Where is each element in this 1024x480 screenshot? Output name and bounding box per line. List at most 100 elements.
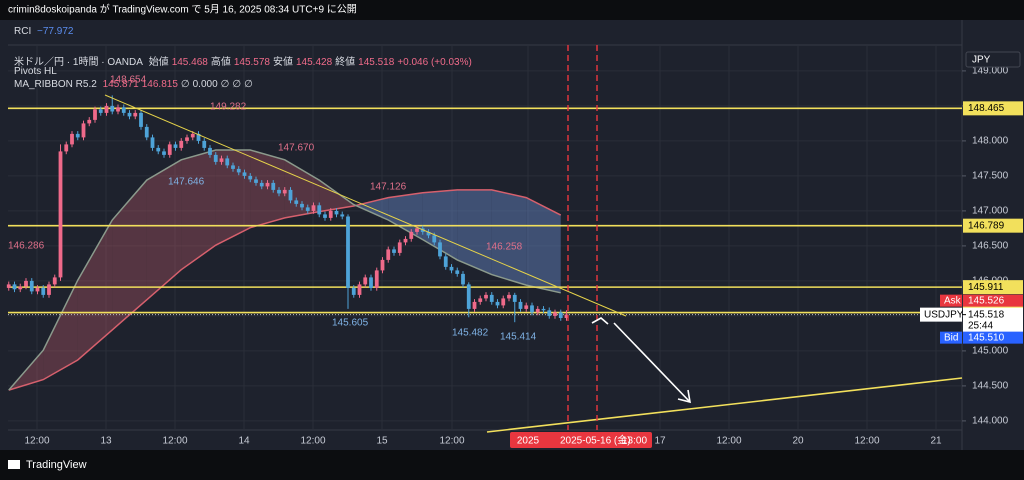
currency-box xyxy=(965,51,1021,68)
x-tick-label: 12:00 xyxy=(439,436,464,447)
x-tick-label: 12:00 xyxy=(854,436,879,447)
candle-body xyxy=(461,273,465,285)
candle-body xyxy=(386,249,391,260)
ohlc-legend: 米ドル／円 · 1時間 · OANDA 始値 145.468 高値 145.578 安値… xyxy=(14,53,475,68)
candle-body xyxy=(323,214,327,218)
candle-body xyxy=(254,179,258,183)
candle-body xyxy=(202,140,207,148)
symbol-label: USDJPY xyxy=(924,309,964,320)
candle-body xyxy=(271,182,276,190)
candle-body xyxy=(472,301,477,309)
candle-body xyxy=(512,294,517,302)
x-tick-label: 14 xyxy=(238,436,250,447)
candle-body xyxy=(282,189,287,194)
candle-body xyxy=(190,133,195,138)
candle-body xyxy=(167,144,172,155)
candle-body xyxy=(564,314,569,318)
candle-body xyxy=(553,312,557,316)
last-price-label: 145.518 xyxy=(968,309,1005,320)
ribbon-fill xyxy=(319,180,354,212)
ribbon-fill xyxy=(43,280,78,380)
level-label-box xyxy=(963,218,1023,233)
ask-label: 145.526 xyxy=(968,295,1005,306)
candle-body xyxy=(397,242,402,253)
candle-body xyxy=(478,298,483,302)
countdown: 25:44 xyxy=(968,320,993,331)
pivot-label: 148.654 xyxy=(110,75,147,86)
crosshair-time: 13:00 xyxy=(622,436,647,447)
candle-body xyxy=(288,189,293,201)
candle-body xyxy=(277,189,281,194)
arrow-head xyxy=(677,389,691,404)
rci-legend: RCI −77.972 xyxy=(14,26,76,37)
y-tick-label: 148.000 xyxy=(972,136,1009,147)
candle-body xyxy=(41,287,46,295)
y-tick-label: 146.500 xyxy=(972,241,1009,252)
crosshair-date: 2025-05-16 (金) xyxy=(560,434,631,447)
ribbon-fill xyxy=(526,197,561,293)
indicator-name: Pivots HL xyxy=(14,66,57,77)
candle-body xyxy=(110,105,115,112)
candle-body xyxy=(311,205,316,211)
ma-fast xyxy=(8,149,561,391)
candle-body xyxy=(340,214,345,217)
legend-label: 高値 xyxy=(210,57,231,68)
x-tick-label: 13 xyxy=(100,436,112,447)
candle-body xyxy=(144,126,149,138)
candle-body xyxy=(259,182,264,187)
pivot-label: 149.282 xyxy=(210,102,247,113)
y-tick-label: 144.000 xyxy=(972,416,1009,427)
candle-body xyxy=(231,165,235,169)
legend-value: 145.428 xyxy=(296,57,333,68)
candle-body xyxy=(300,203,304,208)
ribbon-fill xyxy=(284,159,320,218)
level-label-box xyxy=(963,101,1023,116)
candle-body xyxy=(75,133,80,138)
candle-body xyxy=(24,280,28,287)
candle-body xyxy=(185,137,189,141)
trend-line xyxy=(486,377,963,433)
candle-body xyxy=(501,298,506,306)
candle-body xyxy=(156,147,161,152)
symbol-title: 米ドル／円 · 1時間 · OANDA xyxy=(14,57,143,68)
ribbon-value: ∅ xyxy=(232,79,242,90)
y-tick-label: 147.000 xyxy=(972,206,1009,217)
candle-body xyxy=(541,308,546,311)
candle-body xyxy=(236,168,241,173)
y-tick-label: 147.500 xyxy=(972,171,1009,182)
pivot-label: 145.482 xyxy=(452,328,489,339)
publisher: crimin8doskoipanda が TradingView.com で 5… xyxy=(8,3,357,16)
candle-body xyxy=(374,270,379,288)
candle-body xyxy=(403,238,408,243)
candle-body xyxy=(248,175,253,180)
candle-body xyxy=(305,207,310,211)
ribbon-fill xyxy=(181,150,216,270)
forecast-path xyxy=(591,317,609,325)
candle-body xyxy=(294,200,299,204)
ribbon-fill xyxy=(491,189,527,286)
brand: TradingView xyxy=(26,459,87,471)
candle-body xyxy=(116,107,120,112)
ask-tag xyxy=(940,294,962,307)
candle-body xyxy=(150,137,155,148)
indicator-name: RCI xyxy=(14,26,32,37)
footer-bar xyxy=(0,450,1024,480)
indicator-name: MA_RIBBON R5.2 xyxy=(14,79,97,90)
candle-body xyxy=(6,284,11,288)
candle-body xyxy=(369,277,373,288)
pivot-label: 147.646 xyxy=(168,177,205,188)
candle-body xyxy=(81,123,86,138)
candle-body xyxy=(179,140,184,148)
candle-body xyxy=(173,144,178,148)
legend-label: 終値 xyxy=(335,57,356,68)
legend-value: 145.578 xyxy=(233,57,270,68)
level-label: 146.789 xyxy=(968,220,1005,231)
candle-body xyxy=(524,305,529,309)
ask-tag-label: Ask xyxy=(944,295,962,306)
candle-body xyxy=(518,301,523,309)
header-bar xyxy=(0,0,1024,20)
ribbon-fill xyxy=(215,150,251,246)
price-box xyxy=(963,307,1023,333)
candle-body xyxy=(242,172,247,176)
